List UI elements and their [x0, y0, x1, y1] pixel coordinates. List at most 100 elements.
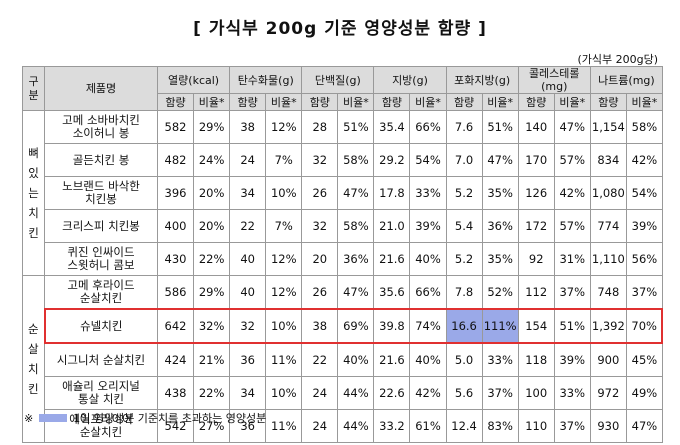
sub-header: 함량	[301, 93, 339, 111]
sub-header: 함량	[156, 93, 195, 111]
value-cell: 438	[156, 376, 195, 410]
sub-header: 비율*	[625, 93, 663, 111]
value-cell: 126	[517, 176, 555, 210]
name-header: 제품명	[44, 66, 158, 111]
nutrient-header: 열량(kcal)	[156, 66, 231, 94]
data-row: 애슐리 오리지널 통살 치킨 438 22% 34 10% 24 44% 22.6 42% 5.6 3…	[23, 376, 663, 410]
value-cell: 24	[301, 409, 339, 443]
value-cell: 22%	[193, 242, 231, 276]
name-line: 스윗허니 콤보	[67, 258, 135, 272]
value-cell: 400	[156, 209, 195, 243]
value-cell: 58%	[625, 110, 663, 144]
sub-header: 비율*	[193, 93, 231, 111]
data-row: 퀴진 인싸이드 스윗허니 콤보 430 22% 40 12% 20 36% 21.6 40% 5.2…	[23, 242, 663, 276]
value-cell: 900	[589, 342, 627, 377]
value-cell: 11%	[265, 342, 303, 377]
value-cell: 10%	[265, 308, 303, 344]
value-cell: 172	[517, 209, 555, 243]
value-cell: 45%	[625, 342, 663, 377]
value-cell: 5.0	[445, 342, 483, 377]
value-cell: 482	[156, 143, 195, 177]
value-cell: 27%	[193, 409, 231, 443]
value-cell: 7.6	[445, 110, 483, 144]
value-cell: 582	[156, 110, 195, 144]
value-cell: 51%	[553, 308, 591, 344]
sub-header: 함량	[445, 93, 483, 111]
value-cell: 56%	[625, 242, 663, 276]
data-row: 슈넬치킨 642 32% 32 10% 38 69% 39.8 74% 16.6 111% 154 51…	[23, 308, 664, 344]
value-cell: 28	[301, 110, 339, 144]
value-cell: 972	[589, 376, 627, 410]
value-cell: 33%	[553, 376, 591, 410]
group-text: 뼈 있는 치킨	[28, 146, 39, 240]
value-cell: 40%	[337, 342, 375, 377]
value-cell: 33.2	[373, 409, 411, 443]
value-cell: 24	[229, 143, 267, 177]
value-cell: 29.2	[373, 143, 411, 177]
value-cell: 58%	[337, 143, 375, 177]
value-cell: 42%	[625, 143, 663, 177]
name-line: 퀴진 인싸이드	[67, 245, 135, 259]
sub-header: 함량	[373, 93, 411, 111]
data-row: 노브랜드 바삭한 치킨봉 396 20% 34 10% 26 47% 17.8 33% 5.2 35%…	[23, 176, 663, 210]
value-cell: 57%	[553, 209, 591, 243]
value-cell: 61%	[409, 409, 447, 443]
name-line: 골든치킨 봉	[72, 152, 130, 167]
value-cell: 424	[156, 342, 195, 377]
value-cell: 58%	[337, 209, 375, 243]
value-cell: 17.8	[373, 176, 411, 210]
value-cell: 21%	[193, 342, 231, 377]
value-cell: 1,392	[589, 308, 627, 344]
product-name: 애슐리 오리지널 통살 치킨	[44, 376, 158, 410]
value-cell: 7.0	[445, 143, 483, 177]
group-label: 순살 치킨	[22, 275, 45, 443]
value-cell: 12.4	[445, 409, 483, 443]
value-cell: 22	[301, 342, 339, 377]
value-cell: 47%	[481, 143, 519, 177]
footnote-text: 1일 영양성분 기준치를 초과하는 영양성분	[73, 412, 267, 425]
product-name: 고메 소바바치킨 소이허니 봉	[44, 110, 158, 144]
value-cell: 39%	[409, 209, 447, 243]
value-cell: 396	[156, 176, 195, 210]
value-cell: 430	[156, 242, 195, 276]
value-cell: 32%	[193, 308, 231, 344]
value-cell: 35.6	[373, 275, 411, 310]
value-cell: 1,110	[589, 242, 627, 276]
product-name: 고메 후라이드 순살치킨	[44, 275, 158, 310]
name-line: 크리스피 치킨봉	[62, 218, 140, 233]
value-cell: 748	[589, 275, 627, 310]
product-name: 노브랜드 바삭한 치킨봉	[44, 176, 158, 210]
header-row: 구분 제품명 열량(kcal) 탄수화물(g) 단백질(g) 지방(g) 포화지방(g) 콜레…	[22, 66, 663, 111]
sub-header: 비율*	[409, 93, 447, 111]
name-line: 순살치킨	[79, 291, 123, 305]
value-cell: 20	[301, 242, 339, 276]
value-cell: 33%	[409, 176, 447, 210]
value-cell: 21.0	[373, 209, 411, 243]
value-cell: 70%	[625, 308, 664, 344]
value-cell: 170	[517, 143, 555, 177]
value-cell: 110	[517, 409, 555, 443]
value-cell: 38	[301, 308, 339, 344]
name-line: 에어프라이어	[69, 412, 133, 426]
nutrient-header: 나트륨(mg)	[589, 66, 663, 94]
value-cell: 12%	[265, 110, 303, 144]
value-cell: 47%	[553, 110, 591, 144]
value-cell: 20%	[193, 209, 231, 243]
value-cell: 5.4	[445, 209, 483, 243]
name-line: 슈넬치킨	[80, 318, 123, 333]
name-line: 애슐리 오리지널	[62, 379, 140, 393]
product-name: 크리스피 치킨봉	[44, 209, 158, 243]
sub-header: 비율*	[265, 93, 303, 111]
value-cell: 26	[301, 275, 339, 310]
value-cell: 35%	[481, 176, 519, 210]
value-cell: 35.4	[373, 110, 411, 144]
value-cell: 642	[156, 308, 195, 344]
value-cell: 5.6	[445, 376, 483, 410]
value-cell: 20%	[193, 176, 231, 210]
product-name: 슈넬치킨	[43, 308, 158, 344]
value-cell: 47%	[337, 275, 375, 310]
value-cell: 774	[589, 209, 627, 243]
value-cell: 83%	[481, 409, 519, 443]
corner-header: 구분	[22, 66, 45, 111]
value-cell: 16.6	[445, 308, 483, 344]
